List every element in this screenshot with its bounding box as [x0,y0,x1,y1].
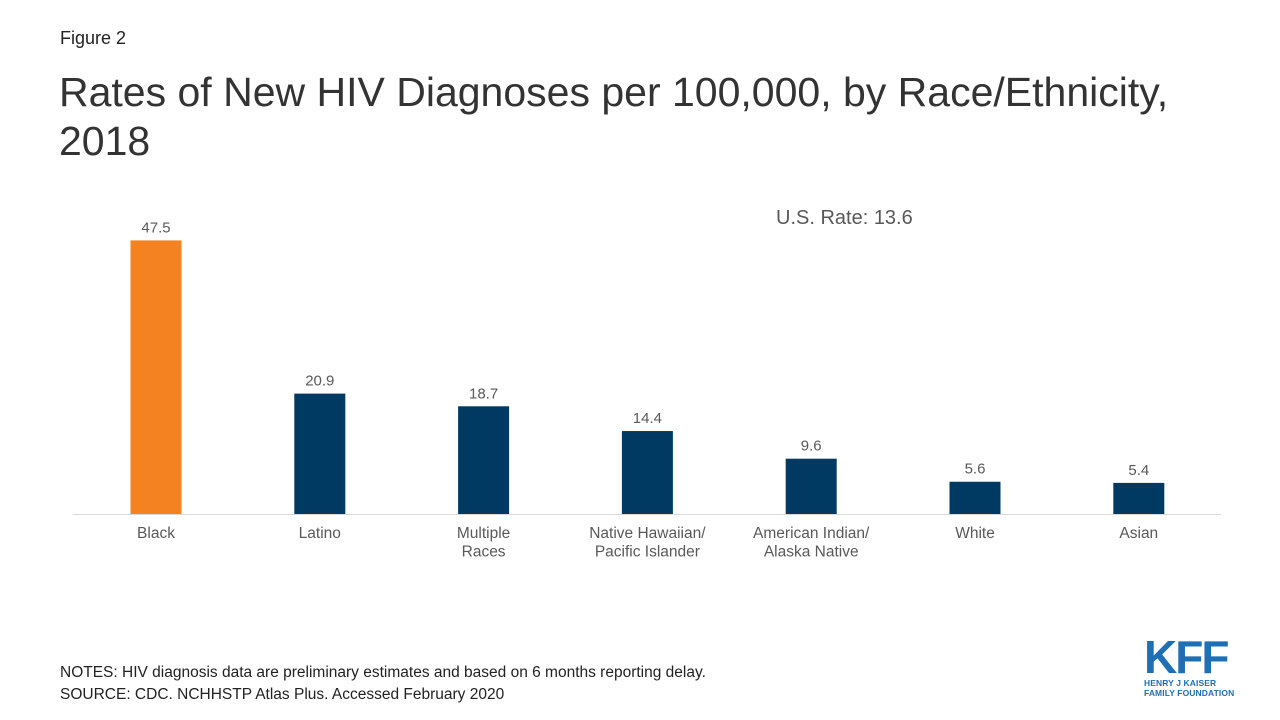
logo-line-1: HENRY J KAISER [1144,678,1217,688]
category-label-2: Multiple Races [457,525,510,561]
figure-label: Figure 2 [60,28,127,48]
chart-notes: NOTES: HIV diagnosis data are preliminar… [60,662,706,706]
logo-mark: KFF [1144,631,1229,683]
value-label-2: 18.7 [469,385,498,402]
category-label-0: Black [137,525,175,542]
value-label-4: 9.6 [801,438,822,455]
source-text: SOURCE: CDC. NCHHSTP Atlas Plus. Accesse… [60,686,505,703]
notes-text: NOTES: HIV diagnosis data are preliminar… [60,664,706,681]
bar-6 [1113,482,1165,514]
category-label-5: White [955,525,995,542]
kff-logo: KFF HENRY J KAISER FAMILY FOUNDATION [1144,631,1240,698]
value-label-5: 5.6 [965,461,986,478]
category-label-1: Latino [299,525,341,542]
category-label-6: Asian [1119,525,1158,542]
value-label-1: 20.9 [305,373,334,390]
category-label-4: American Indian/Alaska Native [753,525,870,561]
bar-1 [294,393,346,514]
bar-4 [785,458,837,514]
chart-title: Rates of New HIV Diagnoses per 100,000, … [59,69,1169,164]
bar-2 [458,406,510,514]
bar-3 [621,431,673,514]
bar-5 [949,481,1001,514]
value-label-3: 14.4 [633,410,662,427]
bar-0 [130,240,182,514]
value-label-0: 47.5 [141,219,170,236]
value-label-6: 5.4 [1128,462,1149,479]
us-rate-annotation: U.S. Rate: 13.6 [776,207,913,229]
category-label-3: Native Hawaiian/Pacific Islander [589,525,706,561]
logo-line-2: FAMILY FOUNDATION [1144,688,1235,698]
